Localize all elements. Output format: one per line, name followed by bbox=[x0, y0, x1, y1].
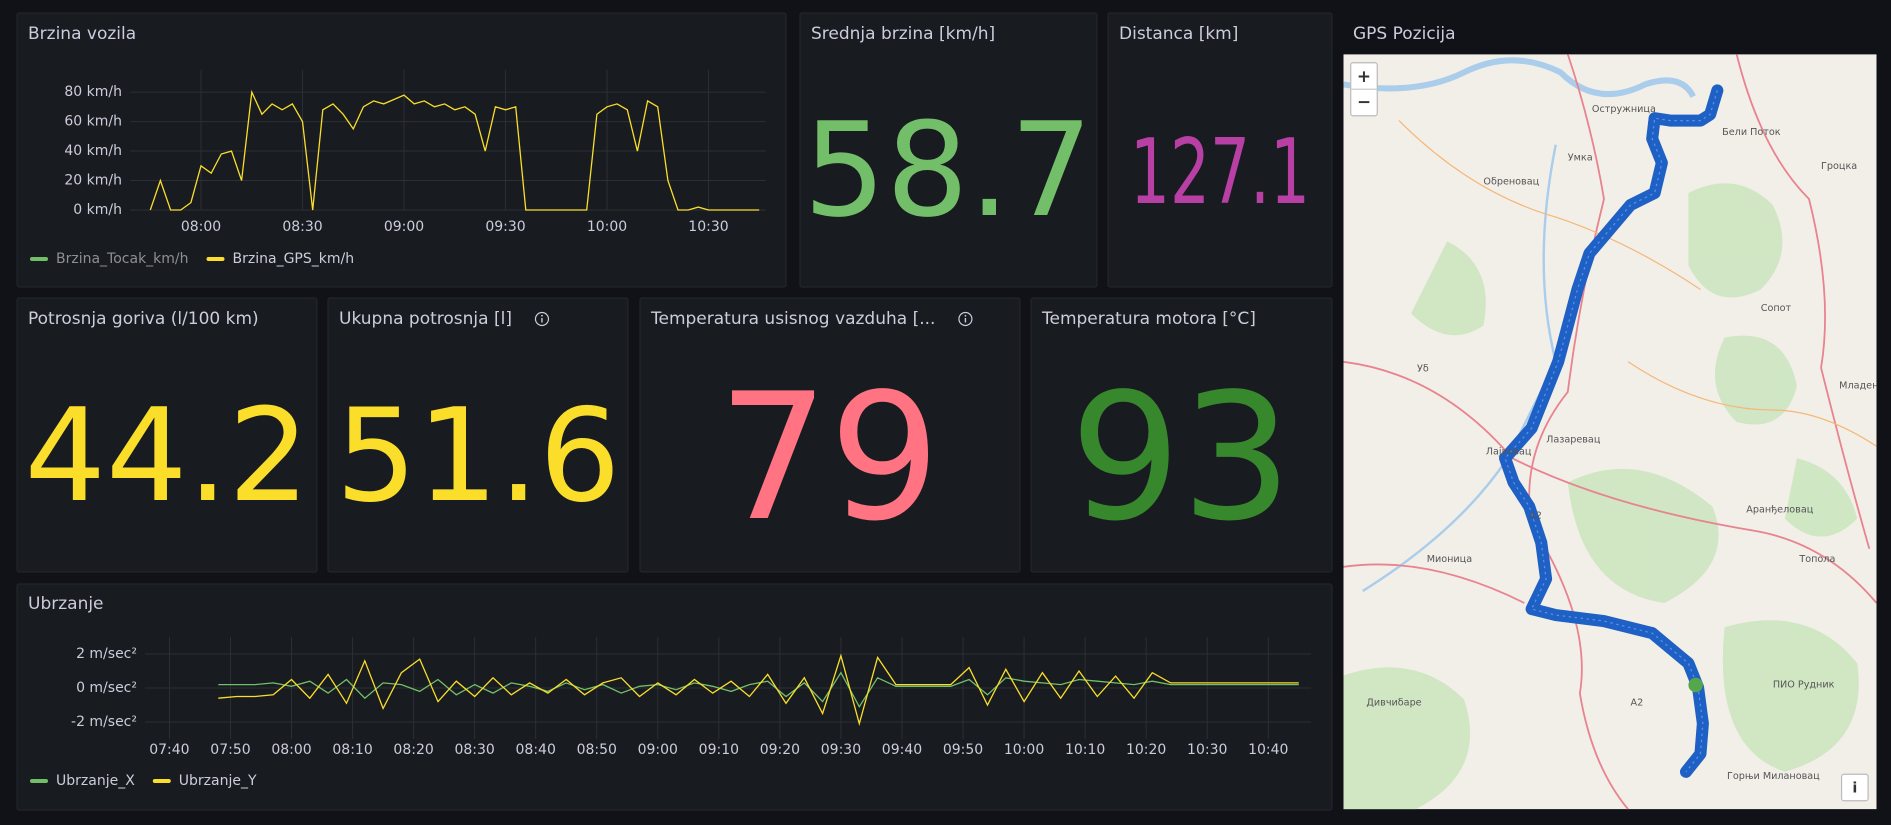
map-label: Гроцка bbox=[1821, 161, 1857, 172]
series-line bbox=[218, 653, 1299, 727]
x-tick-label: 08:30 bbox=[282, 219, 322, 235]
map-label: Обреновац bbox=[1483, 177, 1539, 188]
x-tick-label: 10:10 bbox=[1065, 742, 1105, 758]
map-label: Лајковац bbox=[1486, 446, 1532, 458]
x-tick-label: 09:30 bbox=[821, 742, 861, 758]
x-tick-label: 09:40 bbox=[882, 742, 922, 758]
map-label: A2 bbox=[1631, 698, 1644, 709]
map-label: Лазаревац bbox=[1546, 435, 1601, 446]
panel-title: Potrosnja goriva (l/100 km) bbox=[28, 309, 259, 329]
x-tick-label: 10:40 bbox=[1248, 742, 1288, 758]
series-line bbox=[149, 89, 760, 211]
x-tick-label: 08:10 bbox=[332, 742, 372, 758]
panel-title: Ubrzanje bbox=[28, 594, 104, 614]
map-label: A2 bbox=[1529, 511, 1542, 522]
panel-title: Ukupna potrosnja [l] bbox=[339, 309, 512, 329]
panel bbox=[16, 297, 318, 573]
map[interactable]: Остружница Бели Поток Умка Обреновац Гроцка С… bbox=[1343, 54, 1891, 810]
x-tick-label: 09:50 bbox=[943, 742, 983, 758]
panel bbox=[16, 583, 1333, 811]
zoom-out[interactable]: − bbox=[1357, 92, 1371, 112]
map-label: Уб bbox=[1417, 363, 1429, 374]
map-roads bbox=[1398, 120, 1877, 447]
stat-value: 51.6 bbox=[336, 382, 621, 531]
panel bbox=[1107, 12, 1333, 288]
route bbox=[1499, 84, 1724, 778]
map-forest bbox=[1343, 183, 1859, 810]
x-tick-label: 10:20 bbox=[1126, 742, 1166, 758]
stat-value: 127.1 bbox=[1130, 120, 1310, 225]
zoom-in[interactable]: + bbox=[1357, 66, 1371, 86]
y-tick-label: -2 m/sec² bbox=[71, 714, 137, 730]
panel-title: Brzina vozila bbox=[28, 24, 136, 44]
x-tick-label: 09:10 bbox=[699, 742, 739, 758]
x-tick-label: 08:00 bbox=[271, 742, 311, 758]
x-tick-label: 10:30 bbox=[1187, 742, 1227, 758]
x-tick-label: 07:50 bbox=[210, 742, 250, 758]
map-river bbox=[1343, 57, 1696, 99]
info-icon[interactable] bbox=[534, 311, 550, 327]
panel bbox=[639, 297, 1021, 573]
x-tick-label: 07:40 bbox=[149, 742, 189, 758]
x-tick-label: 09:20 bbox=[760, 742, 800, 758]
series-line bbox=[218, 671, 1299, 708]
x-tick-label: 08:20 bbox=[393, 742, 433, 758]
route-marker bbox=[1688, 677, 1703, 693]
panel-title: Temperatura usisnog vazduha [... bbox=[650, 309, 935, 329]
legend-label[interactable]: Ubrzanje_Y bbox=[179, 773, 257, 789]
y-tick-label: 60 km/h bbox=[64, 114, 122, 130]
panel bbox=[799, 12, 1098, 288]
y-tick-label: 40 km/h bbox=[64, 143, 122, 159]
stat-value: 79 bbox=[718, 357, 941, 560]
panel bbox=[16, 12, 787, 288]
info-icon-dot bbox=[541, 314, 543, 317]
stat-value: 58.7 bbox=[803, 94, 1092, 246]
x-tick-label: 09:30 bbox=[485, 219, 525, 235]
y-tick-label: 0 km/h bbox=[73, 202, 122, 218]
y-tick-label: 0 m/sec² bbox=[76, 680, 137, 696]
map-label: Аранђеловац bbox=[1746, 504, 1813, 516]
x-tick-label: 08:40 bbox=[516, 742, 556, 758]
x-tick-label: 10:00 bbox=[587, 219, 627, 235]
x-tick-label: 09:00 bbox=[384, 219, 424, 235]
x-tick-label: 08:00 bbox=[181, 219, 221, 235]
map-label: Дивчибаре bbox=[1366, 698, 1421, 709]
map-label: Мионица bbox=[1427, 554, 1473, 565]
panel bbox=[1030, 297, 1333, 573]
legend-label[interactable]: Ubrzanje_X bbox=[56, 773, 135, 789]
stat-value: 93 bbox=[1070, 357, 1293, 560]
map-label: Младеновац bbox=[1839, 380, 1891, 391]
y-tick-label: 80 km/h bbox=[64, 84, 122, 100]
y-tick-label: 2 m/sec² bbox=[76, 646, 137, 662]
x-tick-label: 10:00 bbox=[1004, 742, 1044, 758]
x-tick-label: 10:30 bbox=[688, 219, 728, 235]
panel-title: Srednja brzina [km/h] bbox=[811, 24, 995, 44]
map-label: Остружница bbox=[1592, 104, 1656, 115]
info-icon[interactable] bbox=[958, 311, 973, 327]
x-tick-label: 08:30 bbox=[454, 742, 494, 758]
map-roads bbox=[1343, 54, 1877, 810]
map-label: ПИО Рудник bbox=[1773, 679, 1835, 690]
y-tick-label: 20 km/h bbox=[64, 173, 122, 189]
map-label: Сопот bbox=[1761, 303, 1792, 314]
info-button bbox=[1840, 773, 1869, 802]
x-tick-label: 09:00 bbox=[638, 742, 678, 758]
map-label: Топола bbox=[1798, 554, 1835, 565]
map-label: Бели Поток bbox=[1722, 127, 1781, 138]
legend-label[interactable]: Brzina_Tocak_km/h bbox=[56, 251, 189, 267]
legend-label[interactable]: Brzina_GPS_km/h bbox=[233, 251, 355, 267]
panel-title: GPS Pozicija bbox=[1353, 24, 1456, 44]
x-tick-label: 08:50 bbox=[577, 742, 617, 758]
panel-title: Temperatura motora [°C] bbox=[1041, 309, 1256, 329]
info-button-label[interactable]: i bbox=[1852, 781, 1857, 797]
panel-title: Distanca [km] bbox=[1119, 24, 1238, 44]
info-icon-dot bbox=[964, 314, 967, 317]
map-label: Горњи Милановац bbox=[1727, 771, 1820, 782]
map-river bbox=[1362, 144, 1558, 592]
panel bbox=[327, 297, 629, 573]
map-label: Умка bbox=[1568, 152, 1593, 163]
stat-value: 44.2 bbox=[25, 382, 310, 531]
